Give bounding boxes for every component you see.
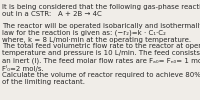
Text: The reactor will be operated isobarically and isothermally. The rate
law for the: The reactor will be operated isobaricall… xyxy=(2,23,200,43)
Text: The total feed volumetric flow rate to the reactor at operating
temperature and : The total feed volumetric flow rate to t… xyxy=(2,43,200,72)
Text: Calculate the volume of reactor required to achieve 80% conversion
of the limiti: Calculate the volume of reactor required… xyxy=(2,72,200,85)
Text: It is being considered that the following gas-phase reaction be carried
out in a: It is being considered that the followin… xyxy=(2,4,200,17)
